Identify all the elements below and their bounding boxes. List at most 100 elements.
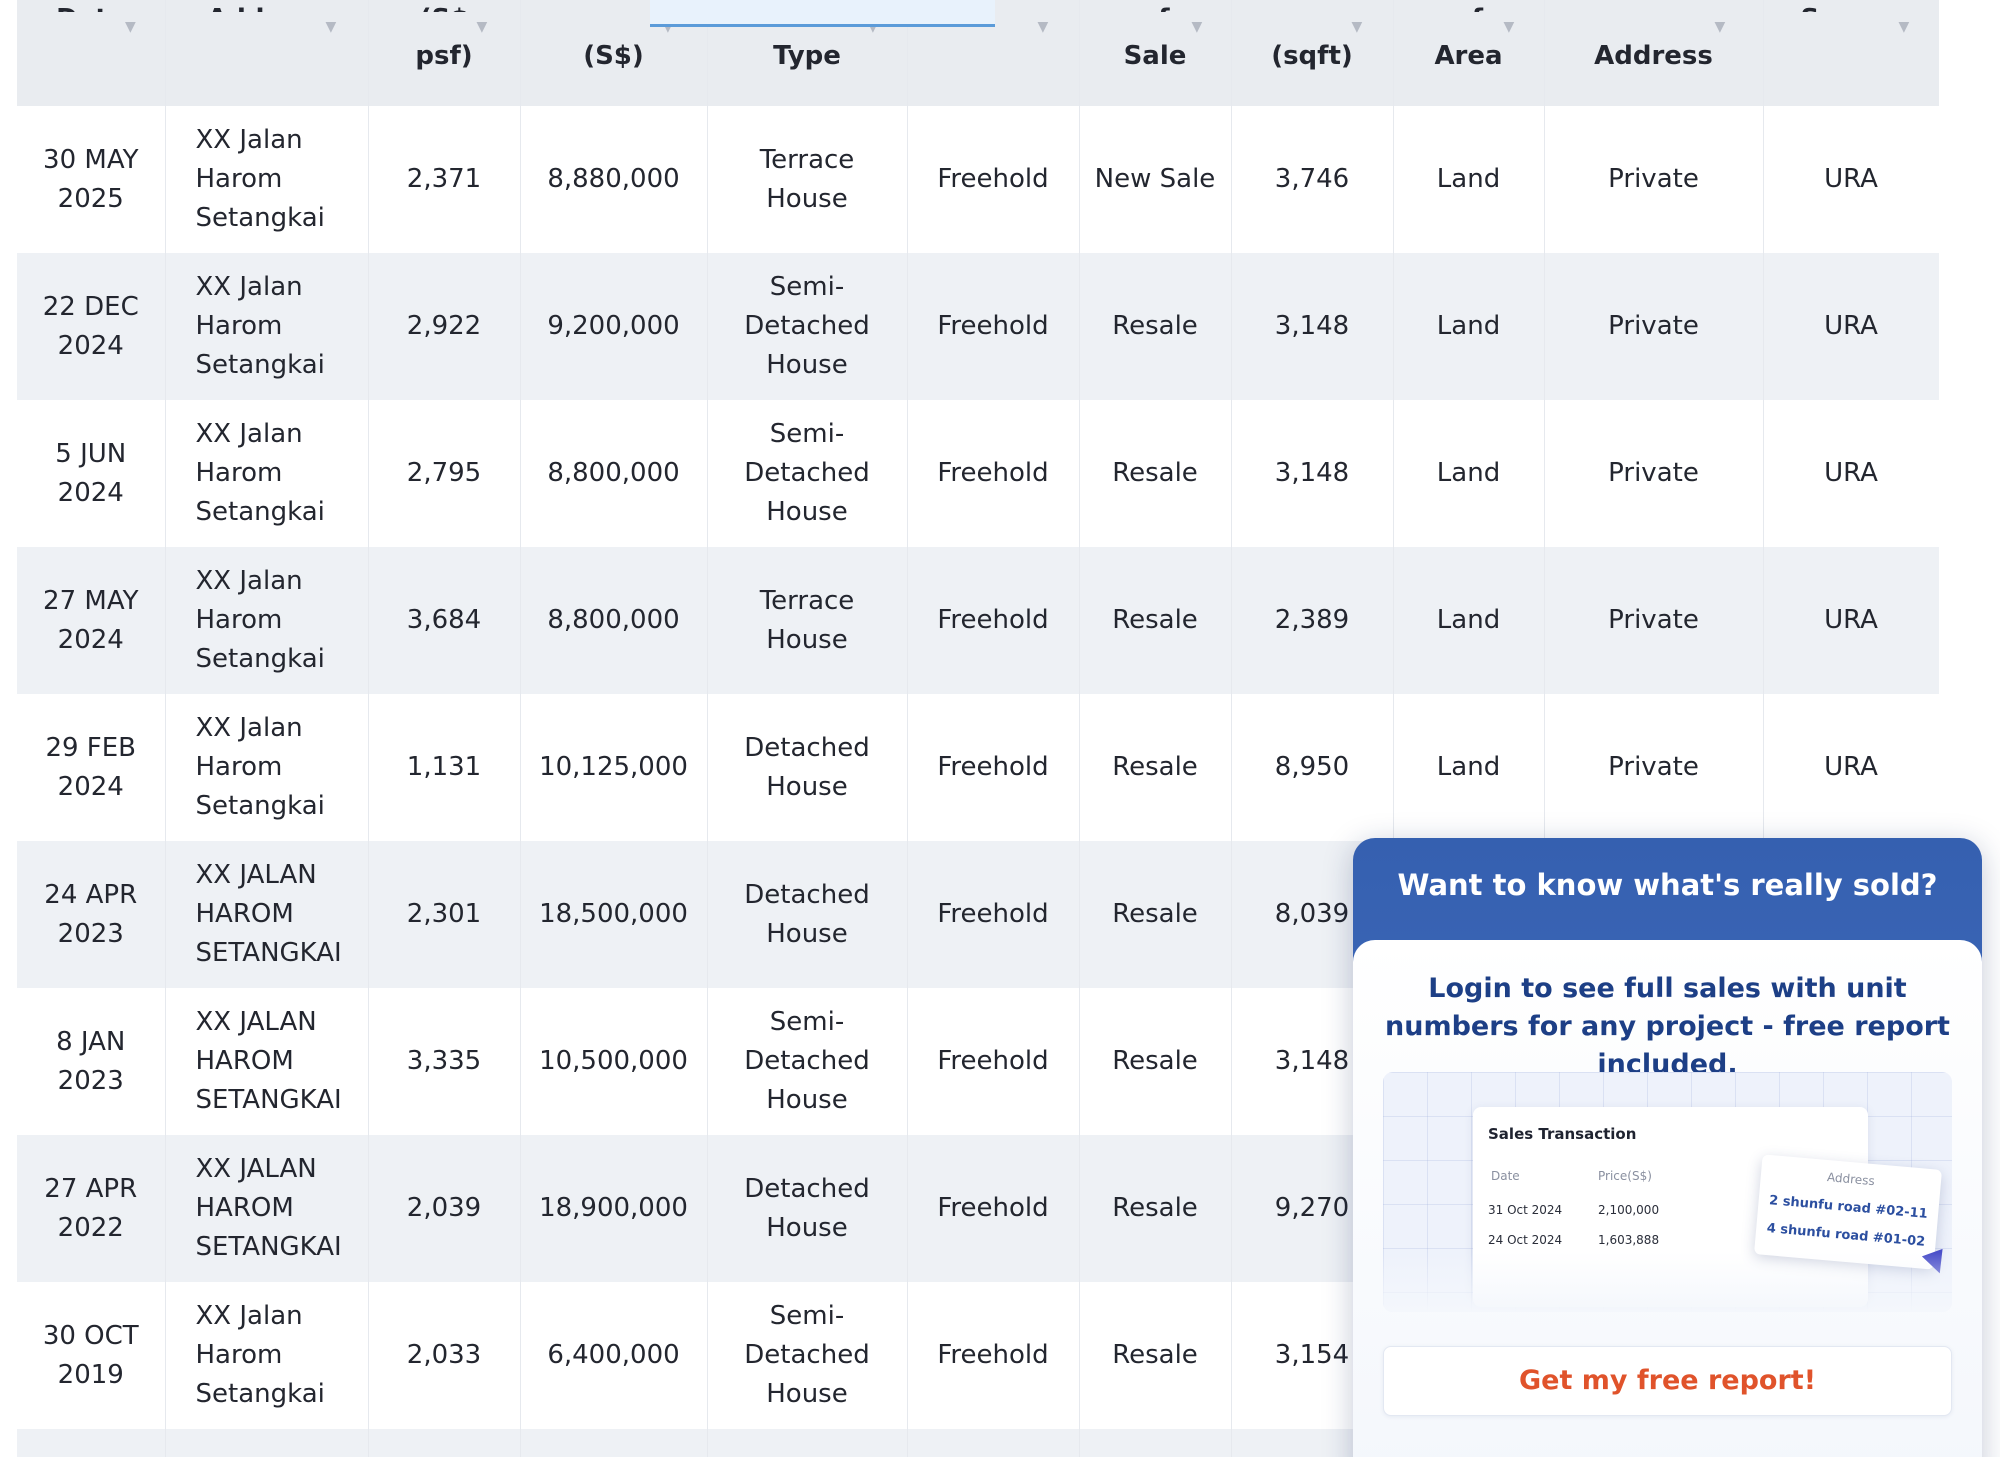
cell-type-of-sale: Resale: [1079, 694, 1232, 841]
cell-tenure: [907, 1429, 1080, 1457]
header-unit-price[interactable]: (S$ ▼psf): [368, 0, 521, 106]
header-bottom-text: Address: [1594, 41, 1713, 71]
cell-type-of-sale: Resale: [1079, 988, 1232, 1135]
cell-address-type: Private: [1544, 547, 1764, 694]
header-bottom-text: (S$): [583, 41, 644, 71]
sort-icon[interactable]: ▼: [1037, 19, 1049, 35]
cell-address: XX Jalan Harom Setangkai: [165, 1282, 369, 1429]
cell-address: XX Jalan Harom Setangkai: [165, 694, 369, 841]
cell-tenure: Freehold: [907, 106, 1080, 253]
header-bottom-text: Type: [773, 41, 841, 71]
popup-subtitle: Login to see full sales with unit number…: [1385, 973, 1950, 1080]
cell-area: 3,746: [1231, 106, 1394, 253]
cell-type-of-sale: Resale: [1079, 841, 1232, 988]
header-bottom-text: Area: [1434, 41, 1503, 71]
sort-icon[interactable]: ▼: [867, 19, 879, 35]
header-top-text: Source: [1764, 0, 1939, 12]
cell-date: 22 DEC 2024: [17, 253, 166, 400]
cell-source: URA: [1763, 547, 1939, 694]
header-address[interactable]: Address ▼: [165, 0, 369, 106]
cell-source: URA: [1763, 694, 1939, 841]
table-body: 30 MAY 2025 XX Jalan Harom Setangkai 2,371…: [17, 106, 1939, 1457]
sort-icon[interactable]: ▼: [1351, 19, 1363, 35]
cell-price: 6,400,000: [520, 1282, 708, 1429]
get-free-report-button[interactable]: Get my free report!: [1383, 1346, 1952, 1416]
cell-unit-price: 2,795: [368, 400, 521, 547]
cell-address: XX Jalan Harom Setangkai: [165, 400, 369, 547]
cell-tenure: Freehold: [907, 694, 1080, 841]
cell-property-type: Terrace House: [707, 547, 908, 694]
cell-price: 9,200,000: [520, 253, 708, 400]
cell-price: 18,500,000: [520, 841, 708, 988]
cell-address-type: Private: [1544, 400, 1764, 547]
cell-area: 2,389: [1231, 547, 1394, 694]
header-top-text: of: [1394, 0, 1544, 12]
sort-icon[interactable]: ▼: [476, 19, 488, 35]
transactions-table-container[interactable]: Date▼ Address▼ (S$▼psf) ▼(S$) ▼Type Tenu…: [17, 0, 1939, 1457]
sort-icon[interactable]: ▼: [662, 19, 674, 35]
cell-tenure: Freehold: [907, 547, 1080, 694]
cell-date: 30 MAY 2025: [17, 106, 166, 253]
header-type-of-sale[interactable]: of ▼Sale: [1079, 0, 1232, 106]
header-area[interactable]: ▼ (sqft): [1231, 0, 1394, 106]
cell-source: URA: [1763, 253, 1939, 400]
header-top-text: of: [1080, 0, 1231, 12]
preview-col-address: Address: [1826, 1170, 1876, 1189]
table-row[interactable]: 5 JUN 2024 XX Jalan Harom Setangkai 2,795 8…: [17, 400, 1939, 547]
table-row[interactable]: 22 DEC 2024 XX Jalan Harom Setangkai 2,922…: [17, 253, 1939, 400]
header-top-text: Address: [166, 0, 368, 12]
table-row[interactable]: 30 MAY 2025 XX Jalan Harom Setangkai 2,371…: [17, 106, 1939, 253]
cell-tenure: Freehold: [907, 1135, 1080, 1282]
header-bottom-text: Sale: [1123, 41, 1187, 71]
cell-address: XX Jalan Harom Setangkai: [165, 253, 369, 400]
cell-date: 30 OCT 2019: [17, 1282, 166, 1429]
table-row[interactable]: 27 MAY 2024 XX Jalan Harom Setangkai 3,684…: [17, 547, 1939, 694]
cell-property-type: Detached House: [707, 1135, 908, 1282]
preview-row-address: 4 shunfu road #01-02: [1766, 1221, 1926, 1250]
preview-row-date: 31 Oct 2024: [1488, 1203, 1563, 1217]
cell-tenure: Freehold: [907, 253, 1080, 400]
sort-icon[interactable]: ▼: [1191, 19, 1203, 35]
sort-icon[interactable]: ▼: [1714, 19, 1726, 35]
preview-col-date: Date: [1491, 1169, 1520, 1183]
header-address-type[interactable]: ▼ Address: [1544, 0, 1764, 106]
cell-type-of-sale: Resale: [1079, 400, 1232, 547]
preview-row-price: 1,603,888: [1598, 1233, 1660, 1247]
cell-tenure: Freehold: [907, 1282, 1080, 1429]
header-top-text: Date: [17, 0, 165, 12]
header-source[interactable]: Source ▼: [1763, 0, 1939, 106]
cell-date: 24 APR 2023: [17, 841, 166, 988]
cell-type-of-sale: [1079, 1429, 1232, 1457]
sort-icon[interactable]: ▼: [325, 19, 337, 35]
cell-type-of-sale: New Sale: [1079, 106, 1232, 253]
cell-price: 8,800,000: [520, 547, 708, 694]
cell-address: [165, 1429, 369, 1457]
cell-type-of-area: Land: [1393, 694, 1545, 841]
preview-card-title: Sales Transaction: [1488, 1125, 1637, 1143]
cell-address: XX Jalan Harom Setangkai: [165, 106, 369, 253]
cell-source: URA: [1763, 400, 1939, 547]
cell-property-type: Semi-Detached House: [707, 988, 908, 1135]
cell-date: 29 FEB 2024: [17, 694, 166, 841]
sort-icon[interactable]: ▼: [125, 19, 136, 35]
cell-type-of-sale: Resale: [1079, 1282, 1232, 1429]
cell-type-of-sale: Resale: [1079, 253, 1232, 400]
sort-icon[interactable]: ▼: [1898, 19, 1910, 35]
sort-icon[interactable]: ▼: [1503, 19, 1515, 35]
cell-date: 27 APR 2022: [17, 1135, 166, 1282]
cell-date: 8 JAN 2023: [17, 988, 166, 1135]
cell-tenure: Freehold: [907, 988, 1080, 1135]
cell-address: XX JALAN HAROM SETANGKAI: [165, 841, 369, 988]
cell-unit-price: 3,335: [368, 988, 521, 1135]
table-row[interactable]: 29 FEB 2024 XX Jalan Harom Setangkai 1,131…: [17, 694, 1939, 841]
cell-price: 10,125,000: [520, 694, 708, 841]
header-top-text: [1232, 0, 1393, 12]
header-date[interactable]: Date ▼: [17, 0, 166, 106]
cell-unit-price: 2,301: [368, 841, 521, 988]
cell-unit-price: 1,131: [368, 694, 521, 841]
cell-type-of-area: Land: [1393, 106, 1545, 253]
header-type-of-area[interactable]: of ▼Area: [1393, 0, 1545, 106]
cell-unit-price: [368, 1429, 521, 1457]
cell-price: 18,900,000: [520, 1135, 708, 1282]
cell-price: [520, 1429, 708, 1457]
